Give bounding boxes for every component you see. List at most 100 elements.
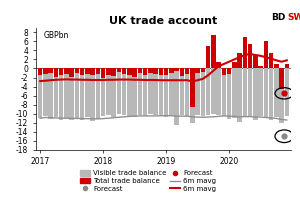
Bar	[174, 68, 179, 125]
Bar	[264, 41, 268, 68]
Bar	[122, 68, 126, 114]
Bar	[164, 68, 168, 117]
Bar	[38, 68, 42, 118]
Text: SWISS►: SWISS►	[287, 13, 300, 22]
Bar	[264, 68, 268, 118]
Bar	[206, 46, 210, 68]
Bar	[111, 68, 116, 76]
Bar	[38, 68, 42, 75]
Bar	[153, 68, 158, 116]
Bar	[148, 68, 153, 73]
Bar	[169, 68, 174, 116]
Bar	[54, 68, 58, 117]
Bar	[64, 68, 69, 74]
Bar	[54, 68, 58, 77]
Bar	[232, 68, 237, 118]
Bar	[80, 68, 84, 75]
Bar	[106, 68, 111, 115]
Bar	[243, 37, 247, 68]
Bar	[253, 55, 258, 68]
Bar	[258, 68, 263, 116]
Bar	[285, 68, 289, 116]
Bar	[117, 68, 121, 72]
Bar	[127, 68, 132, 116]
Bar	[190, 68, 195, 107]
Bar	[253, 68, 258, 120]
Bar	[159, 68, 163, 114]
Bar	[75, 68, 79, 73]
Bar	[169, 68, 174, 73]
Bar	[195, 68, 200, 115]
Bar	[59, 68, 63, 120]
Bar	[185, 68, 189, 116]
Bar	[49, 68, 53, 73]
Bar	[59, 68, 63, 75]
Bar	[201, 68, 205, 72]
Bar	[159, 68, 163, 75]
Bar	[75, 68, 79, 118]
Bar	[43, 68, 48, 74]
Bar	[132, 68, 137, 77]
Bar	[227, 68, 231, 74]
Bar	[43, 68, 48, 116]
Bar	[90, 68, 95, 121]
Bar	[274, 68, 278, 117]
Bar	[237, 68, 242, 122]
Bar	[101, 68, 105, 116]
Bar	[143, 68, 147, 75]
Bar	[132, 68, 137, 117]
Bar	[106, 68, 111, 75]
Bar	[185, 68, 189, 74]
Bar	[138, 68, 142, 115]
Bar	[180, 68, 184, 114]
Bar	[248, 68, 252, 117]
Bar	[174, 68, 179, 71]
Bar	[138, 68, 142, 73]
Bar	[127, 68, 132, 75]
Bar	[148, 68, 153, 114]
Bar	[222, 68, 226, 75]
Bar	[274, 64, 278, 68]
Bar	[237, 53, 242, 68]
Bar	[153, 68, 158, 74]
Bar	[96, 68, 100, 119]
Title: UK trade account: UK trade account	[110, 16, 218, 26]
Legend: Visible trade balance, Total trade balance, Forecast, Forecast, 6m mavg, 6m mavg: Visible trade balance, Total trade balan…	[80, 170, 216, 192]
Bar	[96, 68, 100, 74]
Bar	[201, 68, 205, 116]
Bar	[211, 35, 216, 68]
Bar	[85, 68, 90, 117]
Bar	[64, 68, 69, 118]
Bar	[69, 68, 74, 77]
Bar	[101, 68, 105, 77]
Bar	[111, 68, 116, 117]
Bar	[258, 66, 263, 68]
Bar	[80, 68, 84, 120]
Bar	[285, 64, 289, 68]
Bar	[164, 68, 168, 75]
Bar	[222, 68, 226, 116]
Text: BD: BD	[272, 13, 286, 22]
Bar	[279, 68, 284, 89]
Bar	[85, 68, 90, 74]
Bar	[211, 68, 216, 114]
Bar	[90, 68, 95, 75]
Bar	[69, 68, 74, 120]
Bar	[279, 68, 284, 123]
Bar	[269, 53, 273, 68]
Bar	[195, 68, 200, 73]
Bar	[122, 68, 126, 74]
Bar	[232, 62, 237, 68]
Bar	[248, 44, 252, 68]
Bar	[216, 68, 221, 115]
Bar	[227, 68, 231, 119]
Bar	[216, 62, 221, 68]
Bar	[49, 68, 53, 119]
Bar	[243, 68, 247, 116]
Bar	[190, 68, 195, 123]
Text: GBPbn: GBPbn	[44, 31, 69, 40]
Bar	[269, 68, 273, 120]
Bar	[117, 68, 121, 114]
Bar	[180, 68, 184, 76]
Bar	[206, 68, 210, 114]
